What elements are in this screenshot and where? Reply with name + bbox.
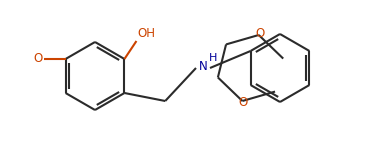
Text: OH: OH [137, 27, 156, 40]
Text: N: N [199, 59, 207, 73]
Text: H: H [209, 53, 217, 63]
Text: O: O [239, 95, 248, 109]
Text: O: O [255, 27, 264, 41]
Text: O: O [33, 53, 43, 66]
